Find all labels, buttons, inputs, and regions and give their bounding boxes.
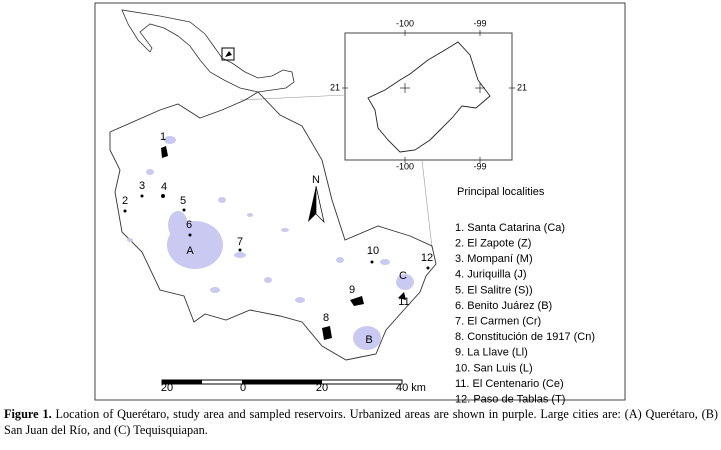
legend-item: 2. El Zapote (Z) bbox=[455, 238, 531, 250]
coord-label: -100 bbox=[396, 161, 414, 171]
map-figure: -100 -99 21 21 -100 -99 N 20 0 20 40 km … bbox=[94, 2, 626, 405]
point-label: 12 bbox=[421, 252, 433, 264]
urban-areas bbox=[127, 136, 414, 350]
legend-item: 6. Benito Juárez (B) bbox=[455, 300, 552, 312]
legend-item: 10. San Luis (L) bbox=[455, 362, 533, 374]
point-label: 11 bbox=[398, 296, 409, 308]
coord-label: -99 bbox=[473, 18, 486, 28]
legend-item: 3. Mompaní (M) bbox=[455, 253, 533, 265]
legend-item: 4. Juriquilla (J) bbox=[455, 269, 527, 281]
point-label: 1 bbox=[160, 131, 166, 143]
caption: Figure 1. Location of Querétaro, study a… bbox=[4, 406, 718, 438]
point-label: 10 bbox=[367, 245, 379, 257]
scale-label: 20 bbox=[316, 382, 328, 394]
point-label: 2 bbox=[122, 195, 128, 207]
crosshairs bbox=[342, 30, 515, 163]
point-label: 5 bbox=[180, 195, 186, 207]
legend-item: 11. El Centenario (Ce) bbox=[455, 378, 564, 390]
point-label: 8 bbox=[323, 312, 329, 324]
inset-frame bbox=[344, 32, 513, 161]
legend-item: 7. El Carmen (Cr) bbox=[455, 316, 541, 328]
caption-label: Figure 1. bbox=[4, 407, 52, 421]
caption-text: Location of Querétaro, study area and sa… bbox=[4, 407, 719, 437]
state-outline bbox=[109, 91, 437, 361]
point-label: 6 bbox=[186, 219, 192, 231]
legend-item: 5. El Salitre (S)) bbox=[455, 284, 533, 296]
legend-item: 9. La Llave (Ll) bbox=[455, 347, 528, 359]
coord-label: -99 bbox=[473, 161, 486, 171]
point-label: 3 bbox=[139, 180, 145, 192]
city-label: A bbox=[186, 245, 194, 257]
mexico-outline bbox=[121, 9, 295, 93]
legend-item: 8. Constitución de 1917 (Cn) bbox=[455, 331, 595, 343]
legend-item: 1. Santa Catarina (Ca) bbox=[455, 222, 565, 234]
city-label: C bbox=[399, 270, 407, 282]
reservoirs bbox=[123, 146, 430, 340]
coord-label: 21 bbox=[517, 82, 527, 92]
north-label: N bbox=[312, 174, 320, 186]
inset-state bbox=[367, 41, 491, 153]
scale-label: 20 bbox=[161, 382, 173, 394]
city-label: B bbox=[365, 334, 372, 346]
connector bbox=[421, 159, 433, 249]
north-arrow bbox=[315, 185, 325, 224]
legend-item: 12. Paso de Tablas (T) bbox=[455, 394, 565, 405]
scale-label: 40 km bbox=[396, 382, 426, 394]
point-label: 9 bbox=[349, 284, 355, 296]
scale-bar bbox=[161, 379, 403, 385]
frame bbox=[94, 2, 626, 401]
location-box bbox=[221, 47, 235, 61]
legend-title: Principal localities bbox=[457, 186, 545, 198]
point-label: 4 bbox=[161, 181, 167, 193]
north-arrow bbox=[308, 186, 316, 222]
point-label: 7 bbox=[237, 236, 243, 248]
connector bbox=[239, 94, 346, 101]
coord-label: 21 bbox=[330, 82, 340, 92]
state-mini bbox=[225, 51, 232, 57]
scale-label: 0 bbox=[240, 382, 246, 394]
coord-label: -100 bbox=[396, 18, 414, 28]
